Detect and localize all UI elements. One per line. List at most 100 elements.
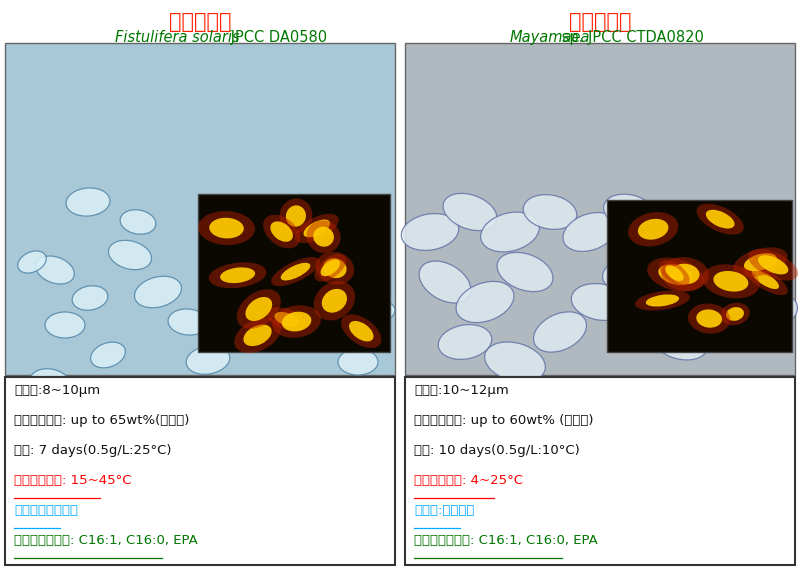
Ellipse shape	[323, 258, 346, 278]
Ellipse shape	[158, 389, 198, 415]
Text: 適用温度範囲: 4~25°C: 適用温度範囲: 4~25°C	[414, 474, 523, 487]
Ellipse shape	[688, 303, 730, 333]
Ellipse shape	[282, 312, 311, 331]
Ellipse shape	[36, 256, 74, 284]
Ellipse shape	[89, 421, 127, 449]
Ellipse shape	[758, 255, 788, 274]
Text: サイズ:10~12μm: サイズ:10~12μm	[414, 384, 509, 397]
Ellipse shape	[726, 307, 744, 321]
Ellipse shape	[714, 271, 748, 292]
Text: ソラリス株: ソラリス株	[169, 12, 231, 32]
Ellipse shape	[646, 295, 679, 307]
Ellipse shape	[314, 227, 334, 247]
Ellipse shape	[18, 251, 46, 273]
Ellipse shape	[722, 262, 778, 302]
Ellipse shape	[40, 413, 76, 437]
Ellipse shape	[263, 215, 300, 249]
Ellipse shape	[563, 213, 617, 251]
Ellipse shape	[748, 249, 798, 280]
Ellipse shape	[314, 281, 355, 320]
Ellipse shape	[246, 297, 272, 321]
Ellipse shape	[666, 266, 684, 281]
Ellipse shape	[198, 211, 255, 245]
Ellipse shape	[340, 420, 376, 445]
Ellipse shape	[281, 263, 310, 280]
Text: Fistulifera solaris: Fistulifera solaris	[115, 30, 240, 45]
Ellipse shape	[237, 289, 281, 329]
Ellipse shape	[66, 188, 110, 216]
Ellipse shape	[188, 417, 228, 443]
Text: 主となる脂肪酸: C16:1, C16:0, EPA: 主となる脂肪酸: C16:1, C16:0, EPA	[14, 534, 198, 547]
Ellipse shape	[228, 268, 268, 296]
Ellipse shape	[321, 259, 340, 276]
Ellipse shape	[523, 194, 577, 229]
Ellipse shape	[651, 384, 709, 421]
Ellipse shape	[720, 303, 750, 325]
Ellipse shape	[734, 384, 786, 420]
Ellipse shape	[628, 212, 678, 246]
Text: オイル含有量: up to 60wt% (実験室): オイル含有量: up to 60wt% (実験室)	[414, 414, 594, 427]
Ellipse shape	[330, 200, 366, 224]
Ellipse shape	[734, 247, 788, 277]
Text: 適用温度範囲: 15~45°C: 適用温度範囲: 15~45°C	[14, 474, 131, 487]
Ellipse shape	[270, 221, 293, 242]
Ellipse shape	[72, 286, 108, 310]
Text: sp. JPCC CTDA0820: sp. JPCC CTDA0820	[557, 30, 704, 45]
Text: オイル含油量: up to 65wt%(実験室): オイル含油量: up to 65wt%(実験室)	[14, 414, 190, 427]
Bar	[405, 377, 795, 565]
Bar	[5, 43, 395, 375]
Ellipse shape	[90, 342, 126, 368]
Ellipse shape	[30, 369, 70, 395]
Text: 生育: 10 days(0.5g/L:10°C): 生育: 10 days(0.5g/L:10°C)	[414, 444, 580, 457]
Ellipse shape	[659, 260, 690, 286]
Ellipse shape	[752, 270, 779, 289]
Ellipse shape	[443, 193, 497, 231]
Ellipse shape	[240, 430, 276, 454]
Ellipse shape	[272, 306, 321, 338]
Ellipse shape	[279, 198, 313, 234]
Ellipse shape	[315, 252, 354, 284]
Ellipse shape	[168, 309, 208, 335]
Text: 主となる脂肪酸: C16:1, C16:0, EPA: 主となる脂肪酸: C16:1, C16:0, EPA	[414, 534, 598, 547]
Ellipse shape	[534, 312, 586, 352]
Ellipse shape	[45, 312, 85, 338]
Ellipse shape	[341, 314, 382, 348]
Ellipse shape	[603, 194, 657, 230]
Text: オイル:中性脂質: オイル:中性脂質	[414, 504, 474, 517]
Ellipse shape	[638, 219, 669, 239]
Ellipse shape	[322, 289, 347, 313]
Ellipse shape	[210, 218, 244, 238]
Bar	[198, 194, 390, 352]
Ellipse shape	[137, 441, 179, 470]
Ellipse shape	[288, 218, 328, 246]
Bar	[5, 377, 395, 565]
Ellipse shape	[266, 307, 306, 331]
Ellipse shape	[209, 262, 266, 288]
Ellipse shape	[661, 257, 709, 291]
Ellipse shape	[306, 220, 341, 253]
Ellipse shape	[574, 384, 626, 421]
Ellipse shape	[270, 290, 306, 314]
Ellipse shape	[109, 241, 151, 270]
Ellipse shape	[305, 389, 339, 415]
Ellipse shape	[338, 349, 378, 375]
Text: JPCC DA0580: JPCC DA0580	[226, 30, 327, 45]
Ellipse shape	[451, 412, 509, 453]
Ellipse shape	[361, 301, 395, 323]
Ellipse shape	[303, 219, 330, 237]
Ellipse shape	[481, 212, 539, 252]
Ellipse shape	[243, 324, 272, 346]
Ellipse shape	[456, 282, 514, 323]
Ellipse shape	[647, 258, 704, 292]
Ellipse shape	[419, 261, 471, 303]
Ellipse shape	[286, 205, 306, 227]
Ellipse shape	[532, 405, 588, 439]
Ellipse shape	[610, 402, 670, 442]
Ellipse shape	[234, 317, 281, 353]
Ellipse shape	[621, 291, 679, 332]
Ellipse shape	[702, 264, 760, 298]
Ellipse shape	[210, 380, 246, 405]
Ellipse shape	[349, 321, 374, 341]
Text: Mayamaea: Mayamaea	[510, 30, 590, 45]
Ellipse shape	[742, 293, 798, 331]
